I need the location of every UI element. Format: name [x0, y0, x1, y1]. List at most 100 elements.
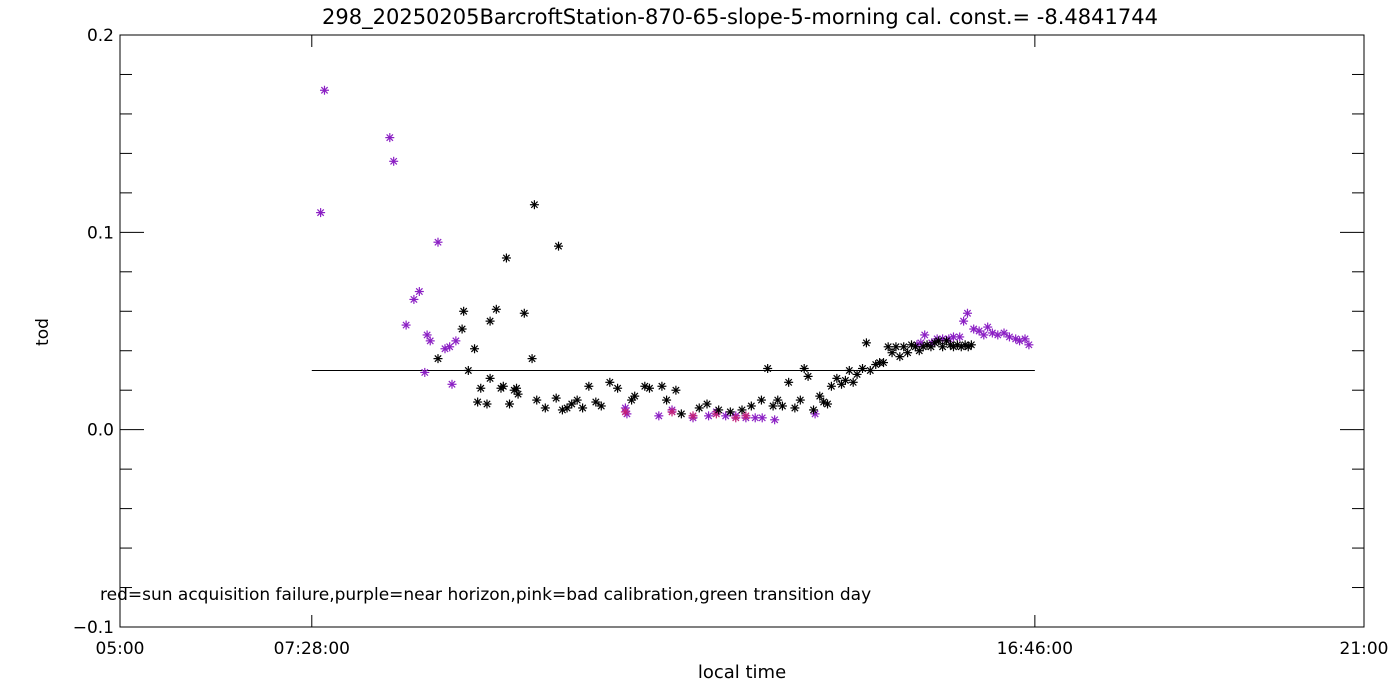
- point-stroke: [907, 341, 916, 349]
- data-point: [470, 344, 480, 354]
- data-point: [959, 316, 969, 326]
- point-stroke: [1005, 333, 1014, 341]
- point-stroke: [820, 398, 828, 406]
- data-point: [554, 241, 564, 251]
- point-stroke: [520, 309, 528, 317]
- data-point: [714, 405, 724, 415]
- point-stroke: [668, 408, 676, 416]
- point-stroke: [904, 349, 912, 357]
- point-stroke: [502, 254, 511, 262]
- data-point: [955, 332, 965, 342]
- chart-title: 298_20250205BarcroftStation-870-65-slope…: [322, 5, 1158, 30]
- point-stroke: [410, 295, 418, 304]
- data-point: [459, 306, 469, 316]
- data-point: [795, 395, 805, 405]
- point-stroke: [505, 400, 514, 408]
- data-point: [613, 383, 623, 393]
- data-point: [457, 324, 467, 334]
- point-stroke: [845, 366, 853, 375]
- data-point: [630, 391, 640, 401]
- point-stroke: [758, 414, 766, 422]
- point-stroke: [917, 339, 925, 347]
- data-point: [540, 403, 550, 413]
- point-stroke: [655, 412, 663, 420]
- point-stroke: [483, 400, 491, 408]
- point-stroke: [703, 400, 711, 408]
- point-stroke: [460, 307, 468, 315]
- data-point: [527, 354, 537, 364]
- point-stroke: [959, 317, 968, 325]
- point-stroke: [732, 414, 740, 422]
- point-stroke: [704, 412, 713, 420]
- point-stroke: [1021, 335, 1029, 343]
- data-point: [482, 399, 492, 409]
- data-point: [840, 375, 850, 385]
- data-point: [532, 395, 542, 405]
- point-stroke: [963, 309, 972, 317]
- point-stroke: [426, 337, 434, 345]
- point-stroke: [938, 343, 947, 351]
- data-point: [529, 200, 539, 210]
- point-stroke: [769, 402, 777, 410]
- point-stroke: [573, 396, 581, 404]
- data-point: [899, 342, 909, 352]
- data-point: [809, 405, 819, 415]
- data-point: [596, 401, 606, 411]
- data-point: [930, 338, 940, 348]
- y-tick-label: 0.2: [87, 26, 114, 46]
- point-stroke: [800, 364, 808, 373]
- point-stroke: [892, 343, 900, 351]
- data-point: [420, 367, 430, 377]
- point-stroke: [804, 372, 812, 380]
- point-stroke: [458, 325, 466, 333]
- data-point: [999, 328, 1009, 338]
- point-stroke: [386, 134, 394, 142]
- point-stroke: [423, 331, 431, 339]
- data-point: [572, 395, 582, 405]
- data-point: [498, 381, 508, 391]
- point-stroke: [967, 341, 975, 349]
- point-stroke: [613, 384, 622, 392]
- data-point: [401, 320, 411, 330]
- data-point: [694, 403, 704, 413]
- point-stroke: [757, 396, 766, 404]
- point-stroke: [597, 402, 605, 410]
- data-point: [826, 381, 836, 391]
- point-stroke: [984, 323, 992, 331]
- point-stroke: [585, 382, 593, 390]
- color-legend-note: red=sun acquisition failure,purple=near …: [100, 585, 871, 605]
- point-stroke: [448, 380, 456, 388]
- point-stroke: [811, 410, 819, 418]
- point-stroke: [975, 327, 983, 335]
- data-point: [657, 381, 667, 391]
- data-point: [433, 354, 443, 364]
- point-stroke: [738, 406, 746, 414]
- data-point: [737, 405, 747, 415]
- y-tick-label: 0.0: [87, 421, 114, 441]
- point-stroke: [695, 404, 703, 412]
- point-stroke: [823, 400, 832, 408]
- point-stroke: [771, 416, 779, 424]
- data-point: [773, 395, 783, 405]
- point-stroke: [492, 305, 500, 313]
- point-stroke: [631, 392, 639, 400]
- x-tick-label: 07:28:00: [274, 639, 350, 659]
- point-stroke: [858, 364, 867, 373]
- point-stroke: [641, 382, 649, 390]
- data-point: [887, 348, 897, 358]
- data-point: [920, 330, 930, 340]
- point-stroke: [726, 408, 734, 416]
- data-point: [704, 411, 714, 421]
- point-stroke: [949, 333, 958, 341]
- axes-layer: −0.1 0.0 0.1 0.2 05:00 07:28:00 16:46:00 21:00: [73, 26, 1389, 659]
- point-stroke: [796, 396, 804, 404]
- data-point: [451, 336, 461, 346]
- data-point: [962, 308, 972, 318]
- data-point: [605, 377, 615, 387]
- data-points-layer: [316, 85, 1034, 425]
- point-stroke: [434, 355, 442, 363]
- data-point: [832, 373, 842, 383]
- data-point: [319, 85, 329, 95]
- point-stroke: [879, 358, 888, 367]
- point-stroke: [742, 412, 750, 420]
